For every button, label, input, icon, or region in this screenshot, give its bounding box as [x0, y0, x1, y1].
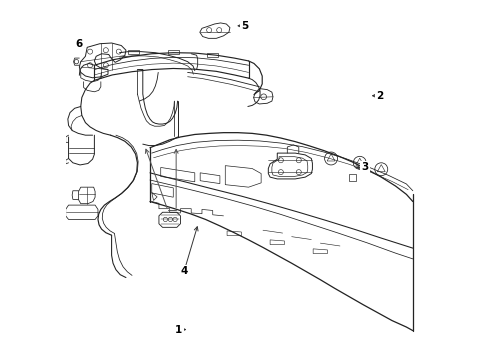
Text: 5: 5 [242, 21, 248, 31]
Text: 4: 4 [180, 266, 188, 276]
Text: 6: 6 [75, 39, 83, 49]
Text: 1: 1 [175, 325, 182, 334]
Text: 3: 3 [362, 162, 369, 172]
Text: 2: 2 [376, 91, 383, 101]
